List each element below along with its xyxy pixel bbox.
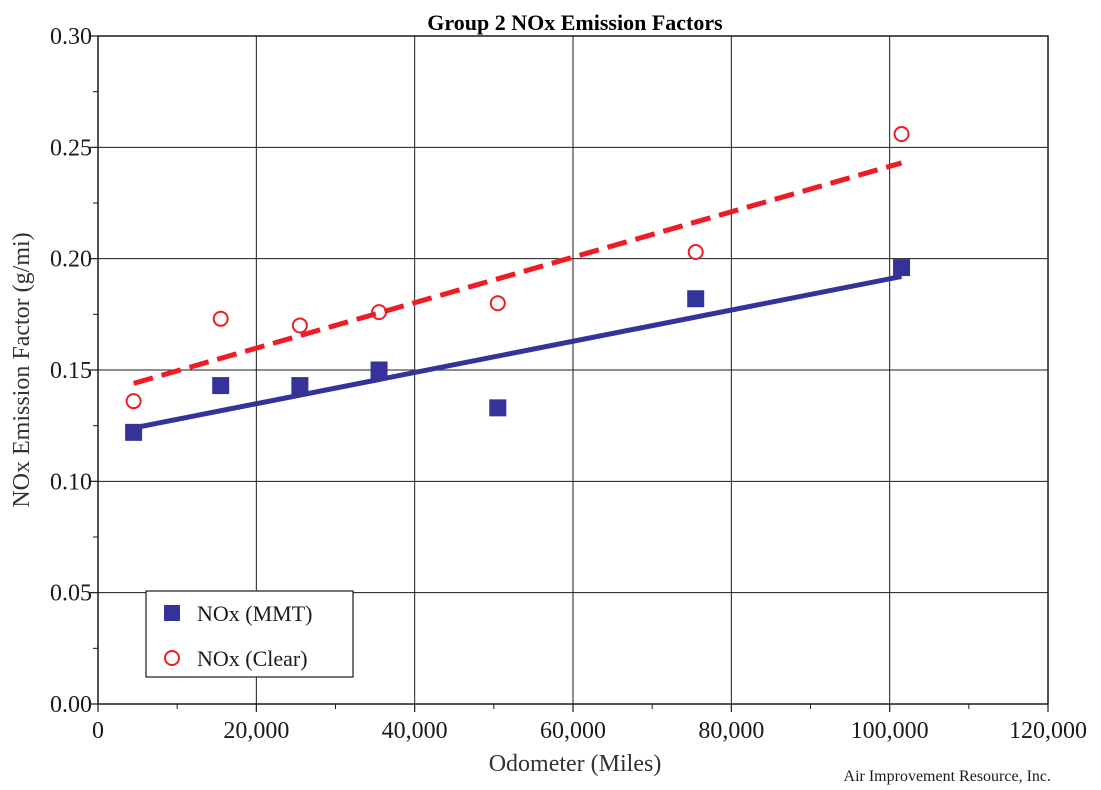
y-tick-label: 0.05 — [50, 581, 92, 607]
x-tick-label: 80,000 — [698, 718, 764, 744]
data-points — [125, 125, 911, 441]
chart-title: Group 2 NOx Emission Factors — [427, 10, 723, 35]
mmt-data-point — [291, 377, 309, 395]
x-tick-label: 40,000 — [382, 718, 448, 744]
y-tick-label: 0.15 — [50, 358, 92, 384]
axis-ticks: 0 20,000 40,000 60,000 80,000 100,000 120,000 0… — [50, 24, 1087, 744]
mmt-data-point — [212, 377, 230, 395]
clear-data-point — [489, 295, 506, 312]
clear-data-point — [125, 393, 142, 410]
legend-box — [145, 590, 354, 678]
x-axis-label: Odometer (Miles) — [489, 751, 662, 777]
y-tick-label: 0.25 — [50, 135, 92, 161]
y-tick-label: 0.20 — [50, 247, 92, 273]
x-tick-label: 120,000 — [1009, 718, 1087, 744]
clear-data-point — [687, 243, 704, 260]
mmt-data-point — [370, 361, 388, 379]
x-tick-label: 0 — [92, 718, 104, 744]
legend-clear-marker — [164, 650, 180, 666]
y-axis-label: NOx Emission Factor (g/mi) — [9, 232, 35, 507]
clear-data-point — [291, 317, 308, 334]
legend-clear-label: NOx (Clear) — [197, 646, 308, 671]
clear-data-point — [212, 310, 229, 327]
y-tick-label: 0.10 — [50, 469, 92, 495]
legend: NOx (MMT) NOx (Clear) — [145, 590, 354, 678]
x-tick-label: 100,000 — [851, 718, 929, 744]
y-tick-label: 0.30 — [50, 24, 92, 50]
trendlines — [132, 160, 903, 431]
legend-mmt-marker — [164, 605, 180, 621]
clear-data-point — [371, 304, 388, 321]
mmt-data-point — [687, 290, 705, 308]
clear-data-point — [893, 125, 910, 142]
x-tick-label: 60,000 — [540, 718, 606, 744]
credit-text: Air Improvement Resource, Inc. — [844, 768, 1051, 785]
mmt-data-point — [489, 399, 507, 417]
x-tick-label: 20,000 — [223, 718, 289, 744]
trendline-mmt — [133, 274, 903, 431]
mmt-data-point — [893, 259, 911, 277]
trendline-clear — [132, 160, 903, 386]
y-tick-label: 0.00 — [50, 692, 92, 718]
legend-mmt-label: NOx (MMT) — [197, 601, 313, 626]
mmt-data-point — [125, 423, 143, 441]
